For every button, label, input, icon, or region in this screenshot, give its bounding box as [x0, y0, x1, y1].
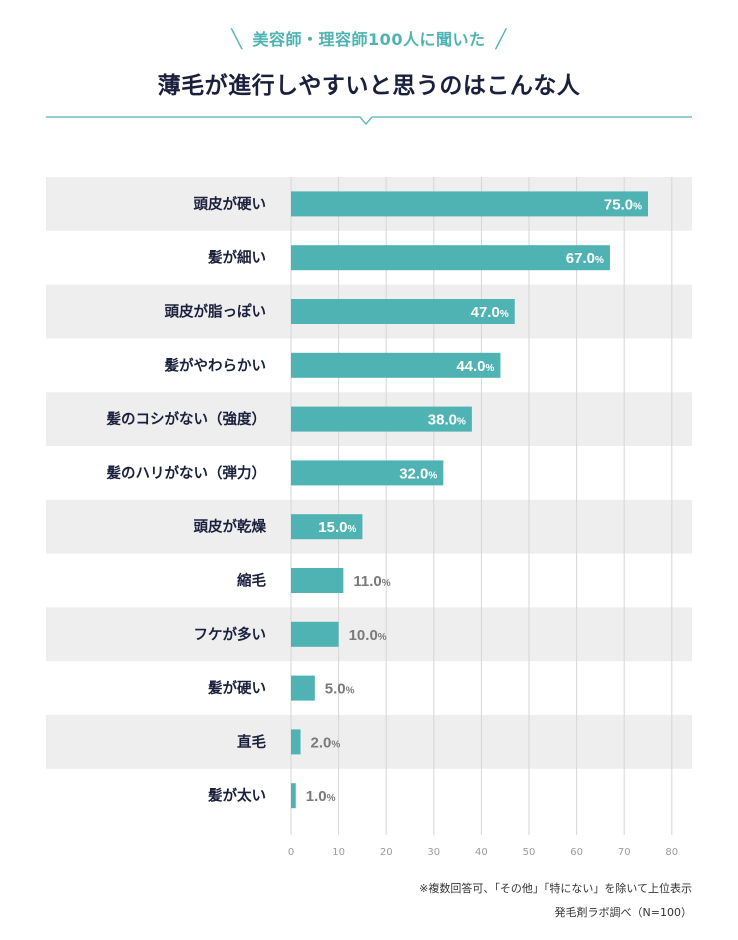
data-label: 11.0%	[353, 573, 390, 590]
category-label: 髪が太い	[207, 787, 266, 805]
category-label: 直毛	[237, 733, 266, 751]
right-slash-decoration: ╱	[495, 29, 507, 50]
x-tick-label: 60	[570, 847, 583, 858]
bar	[291, 460, 444, 486]
data-label: 1.0%	[306, 788, 336, 805]
category-label: 髪のコシがない（強度）	[106, 410, 267, 428]
note-multiple-answers: ※複数回答可、「その他」「特にない」を除いて上位表示	[419, 882, 692, 895]
x-tick-label: 10	[332, 847, 345, 858]
data-label: 2.0%	[311, 734, 341, 751]
bar	[291, 514, 363, 540]
bar	[291, 729, 301, 755]
x-tick-label: 80	[665, 847, 678, 858]
category-label: 髪が細い	[207, 249, 266, 267]
note-source: 発毛剤ラボ調べ（N=100）	[554, 906, 692, 919]
category-label: 頭皮が硬い	[194, 195, 267, 213]
left-slash-decoration: ╲	[231, 29, 243, 50]
category-label: 髪のハリがない（弾力）	[106, 464, 267, 482]
x-tick-label: 30	[427, 847, 440, 858]
category-label: 頭皮が乾燥	[194, 518, 267, 536]
data-label: 15.0%	[318, 519, 356, 536]
x-tick-label: 20	[380, 847, 393, 858]
x-tick-label: 70	[618, 847, 631, 858]
category-label: 頭皮が脂っぽい	[165, 303, 267, 321]
bar	[291, 299, 515, 324]
data-label: 75.0%	[604, 196, 642, 213]
row-band	[46, 715, 692, 769]
data-label: 5.0%	[325, 681, 355, 698]
bar	[291, 245, 610, 271]
row-band	[46, 499, 692, 554]
data-label: 38.0%	[428, 412, 466, 429]
row-band	[46, 607, 692, 662]
data-label: 67.0%	[566, 250, 604, 267]
chart-subtitle-block: ╲ 美容師・理容師100人に聞いた ╱	[0, 26, 738, 50]
bar	[291, 621, 339, 647]
data-label: 10.0%	[349, 627, 387, 644]
bar	[291, 352, 501, 378]
title-underline-line	[46, 116, 692, 125]
data-label: 32.0%	[399, 465, 437, 482]
bar	[291, 568, 344, 593]
category-label: 髪が硬い	[207, 679, 266, 697]
x-tick-label: 50	[523, 847, 536, 858]
category-label: 縮毛	[237, 572, 266, 590]
data-label: 47.0%	[471, 304, 509, 321]
x-tick-label: 40	[475, 847, 488, 858]
title-underline	[46, 116, 692, 125]
bar	[291, 783, 296, 809]
x-tick-label: 0	[288, 847, 294, 858]
data-label: 44.0%	[456, 358, 494, 375]
bar	[291, 406, 472, 432]
category-label: フケが多い	[194, 625, 267, 643]
bar	[291, 675, 315, 701]
category-label: 髪がやわらかい	[164, 356, 267, 374]
bar	[291, 191, 648, 217]
chart-subtitle: 美容師・理容師100人に聞いた	[252, 30, 486, 49]
chart-title: 薄毛が進行しやすいと思うのはこんな人	[157, 73, 581, 99]
chart-notes: ※複数回答可、「その他」「特にない」を除いて上位表示 発毛剤ラボ調べ（N=100…	[419, 877, 692, 925]
